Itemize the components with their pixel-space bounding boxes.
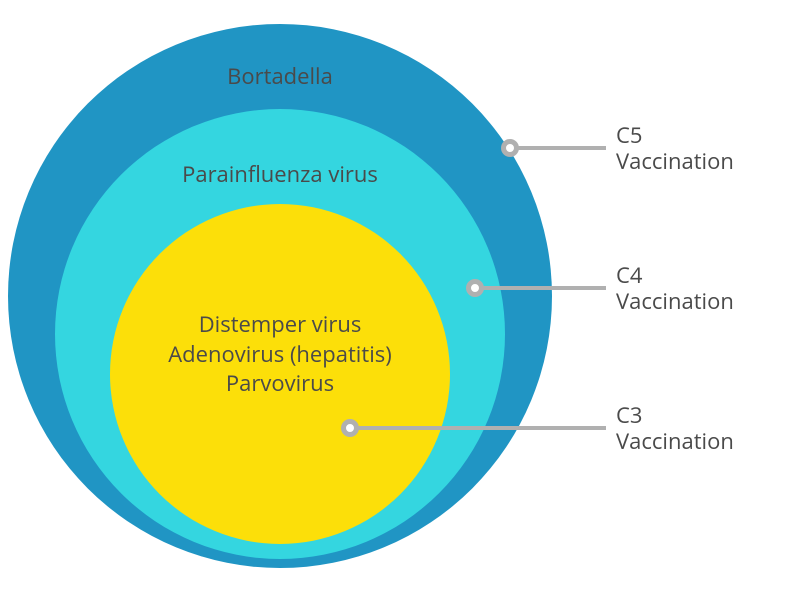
callout-label-c3: C3 Vaccination	[616, 402, 734, 455]
callout-dot-c5	[501, 139, 519, 157]
callout-line-c4	[475, 286, 606, 290]
callout-dot-c4	[466, 279, 484, 297]
middle-circle-label: Parainfluenza virus	[55, 160, 505, 190]
callout-dot-c3	[341, 419, 359, 437]
callout-line-c3	[350, 426, 606, 430]
callout-label-c4: C4 Vaccination	[616, 262, 734, 315]
callout-line-c5	[510, 146, 606, 150]
inner-circle-label: Distemper virus Adenovirus (hepatitis) P…	[110, 310, 450, 399]
outer-circle-label: Bortadella	[8, 62, 552, 92]
callout-label-c5: C5 Vaccination	[616, 122, 734, 175]
